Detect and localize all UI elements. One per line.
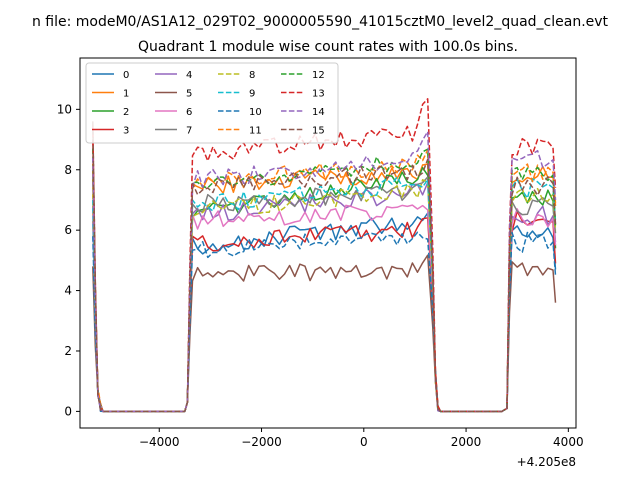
y-tick-label: 8	[64, 163, 72, 177]
x-offset-label: +4.205e8	[517, 455, 576, 469]
figure-suptitle: n file: modeM0/AS1A12_029T02_9000005590_…	[32, 14, 609, 30]
y-tick-label: 2	[64, 344, 72, 358]
x-axis: −4000 −2000 0 2000 4000	[139, 428, 584, 449]
series-line-15	[92, 121, 557, 413]
plot-frame	[79, 57, 577, 429]
legend-label-12: 12	[312, 70, 325, 81]
series-line-14	[92, 130, 557, 413]
legend-label-10: 10	[249, 107, 262, 118]
legend-label-8: 8	[249, 70, 255, 81]
y-tick-label: 6	[64, 223, 72, 237]
legend-label-13: 13	[312, 89, 325, 100]
legend-label-2: 2	[123, 107, 129, 118]
legend-label-6: 6	[186, 107, 192, 118]
legend-label-0: 0	[123, 70, 129, 81]
y-tick-label: 10	[57, 102, 72, 116]
series-layer	[92, 98, 557, 413]
x-tick-label: −4000	[139, 435, 180, 449]
legend-label-11: 11	[249, 126, 262, 137]
legend-label-5: 5	[186, 89, 192, 100]
legend-label-3: 3	[123, 126, 129, 137]
legend-label-9: 9	[249, 89, 255, 100]
legend-label-14: 14	[312, 107, 325, 118]
y-tick-label: 4	[64, 284, 72, 298]
legend-box	[85, 62, 339, 144]
chart-title: Quadrant 1 module wise count rates with …	[138, 39, 518, 55]
legend-label-7: 7	[186, 126, 192, 137]
x-tick-label: −2000	[241, 435, 282, 449]
legend-label-15: 15	[312, 126, 325, 137]
legend-label-1: 1	[123, 89, 129, 100]
legend-label-4: 4	[186, 70, 192, 81]
x-tick-label: 2000	[451, 435, 482, 449]
x-tick-label: 0	[360, 435, 368, 449]
y-axis: 0 2 4 6 8 10	[57, 102, 80, 418]
x-tick-label: 4000	[553, 435, 584, 449]
y-tick-label: 0	[64, 404, 72, 418]
